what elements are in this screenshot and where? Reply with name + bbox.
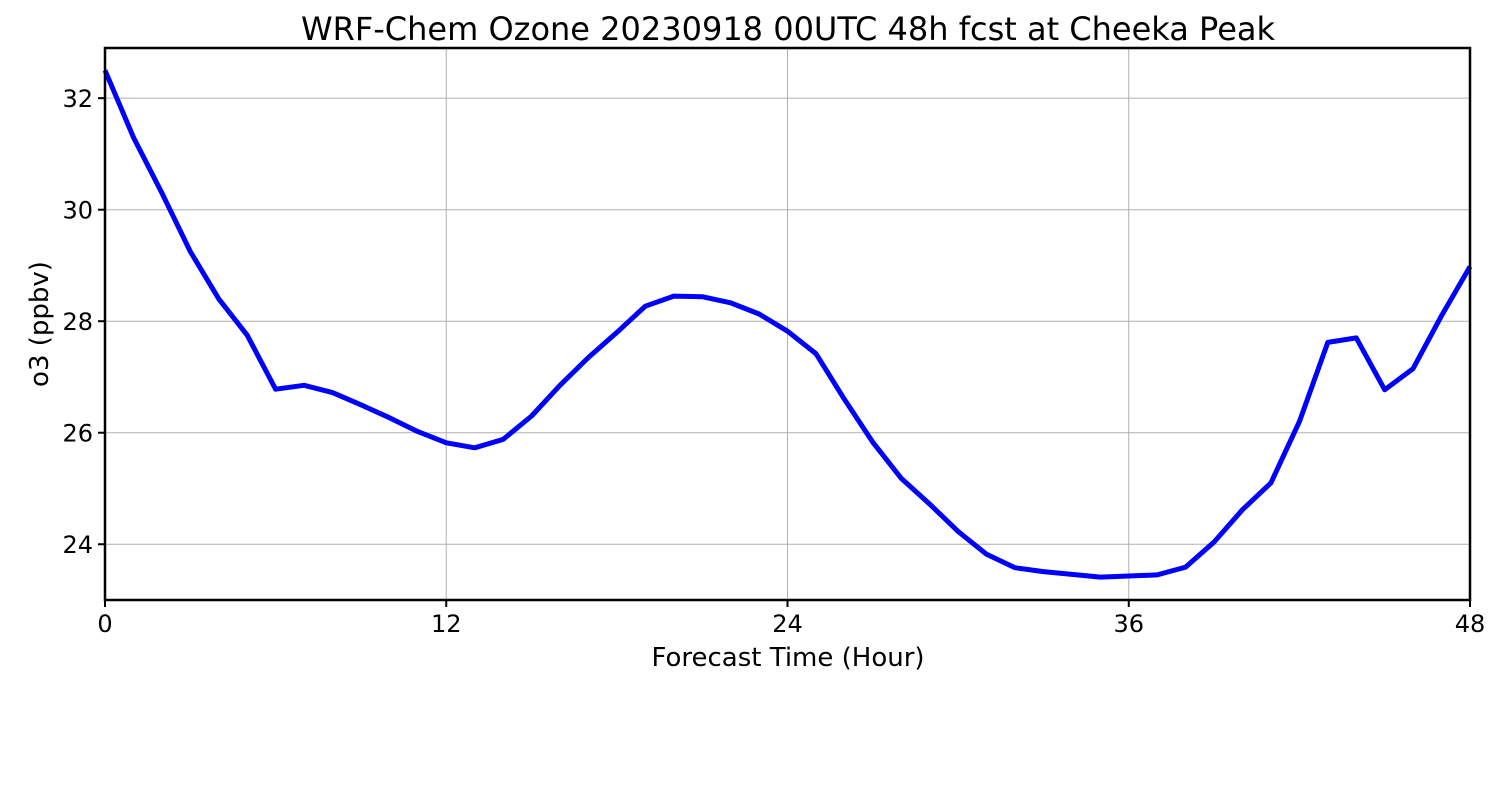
y-tick-label: 24 [62,531,93,559]
y-tick-label: 32 [62,85,93,113]
x-axis-label: Forecast Time (Hour) [651,643,924,673]
axis-ticks: 0 12 24 36 48 24 26 28 30 32 [62,85,1485,638]
x-tick-label: 48 [1455,610,1486,638]
chart-title: WRF-Chem Ozone 20230918 00UTC 48h fcst a… [301,10,1276,48]
x-tick-label: 24 [772,610,803,638]
x-tick-label: 12 [431,610,462,638]
x-tick-label: 36 [1113,610,1144,638]
ozone-series-line [102,69,1473,580]
x-tick-label: 0 [97,610,112,638]
y-tick-label: 30 [62,197,93,225]
grid-lines [104,48,1471,600]
series-layer [102,69,1473,580]
y-tick-label: 28 [62,308,93,336]
y-axis-label: o3 (ppbv) [25,261,55,387]
y-tick-label: 26 [62,420,93,448]
